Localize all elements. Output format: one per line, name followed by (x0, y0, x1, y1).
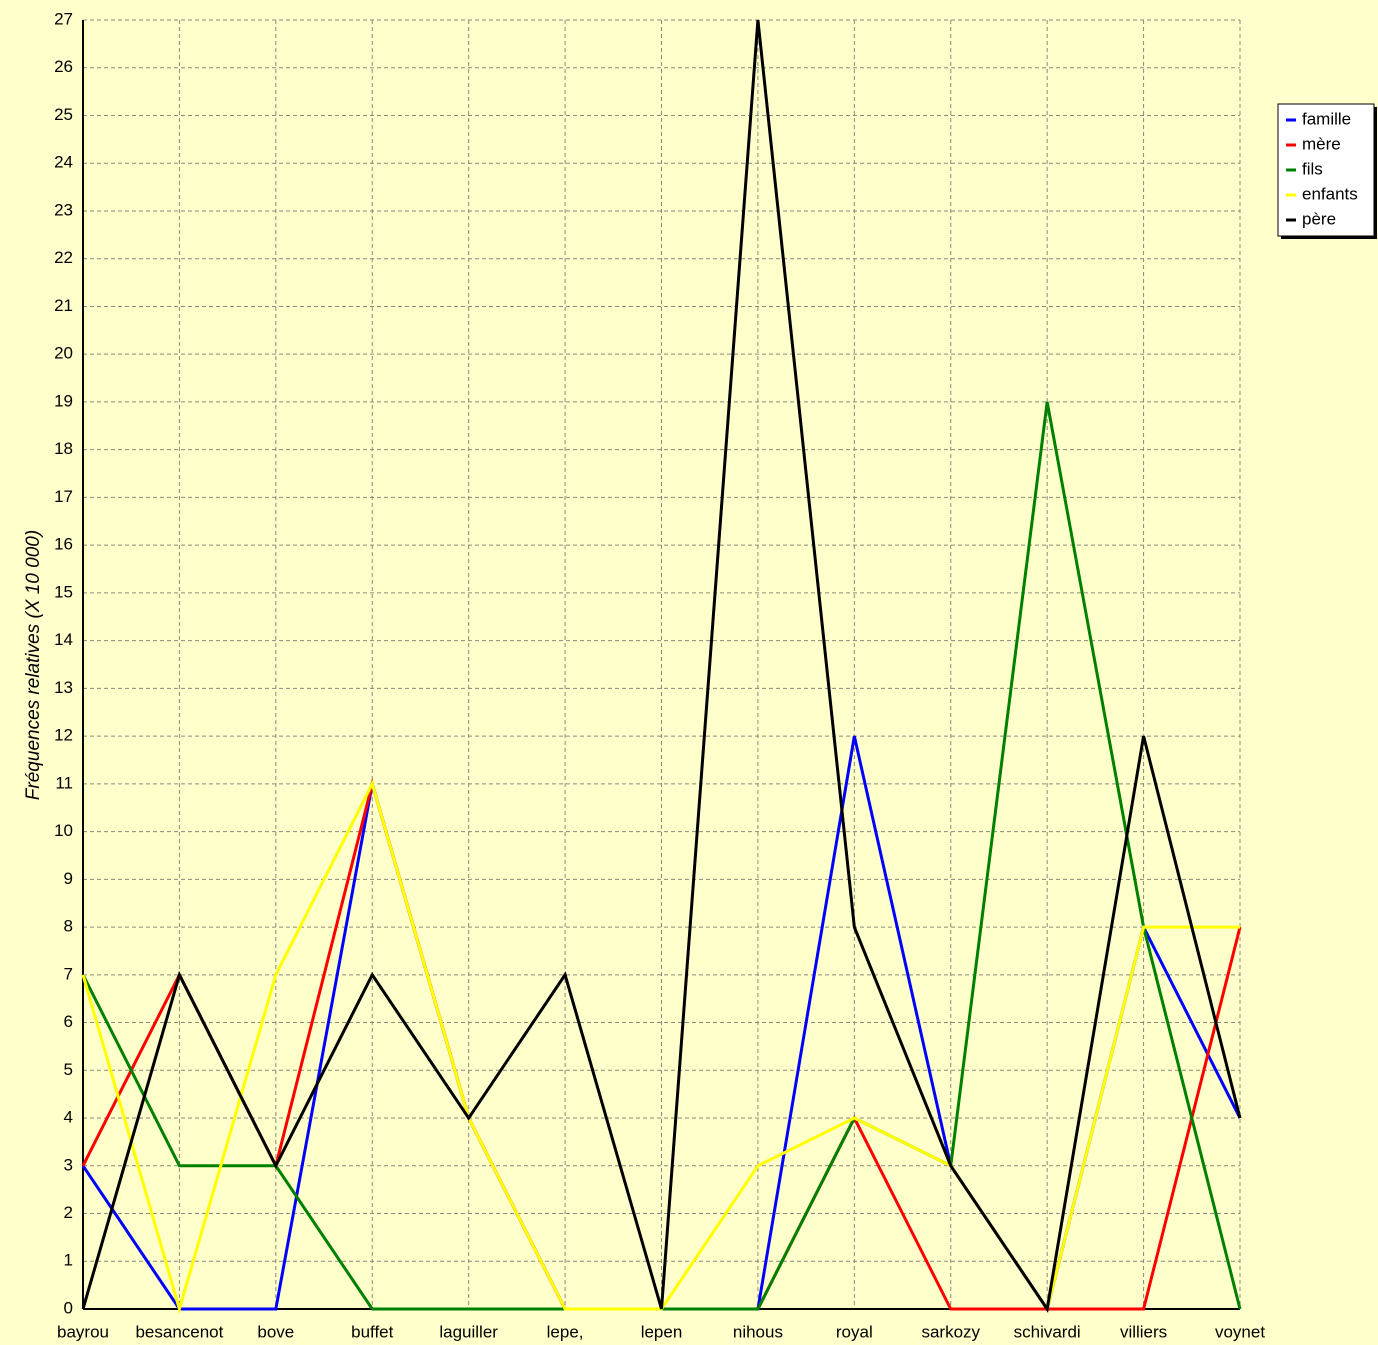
x-tick-label: lepen (641, 1322, 683, 1341)
y-tick-label: 6 (64, 1012, 73, 1031)
y-tick-label: 19 (54, 391, 73, 410)
legend-box (1277, 103, 1375, 237)
y-tick-label: 27 (54, 9, 73, 28)
series-line (81, 19, 1242, 1313)
y-tick-label: 13 (54, 678, 73, 697)
y-tick-label: 15 (54, 582, 73, 601)
y-tick-label: 17 (54, 487, 73, 506)
legend-label: enfants (1302, 184, 1358, 203)
x-tick-label: buffet (351, 1322, 394, 1341)
y-tick-label: 11 (55, 773, 73, 792)
y-tick-label: 10 (54, 821, 73, 840)
x-tick-label: bove (257, 1322, 294, 1341)
y-tick-label: 2 (64, 1203, 73, 1222)
x-tick-label: royal (836, 1322, 873, 1341)
x-tick-label: laguiller (439, 1322, 498, 1341)
x-tick-label: voynet (1215, 1322, 1265, 1341)
y-tick-label: 18 (54, 439, 73, 458)
x-tick-label: nihous (733, 1322, 783, 1341)
x-tick-label: sarkozy (921, 1322, 980, 1341)
x-tick-label: villiers (1120, 1322, 1167, 1341)
x-tick-label: bayrou (57, 1322, 109, 1341)
y-tick-label: 4 (64, 1108, 73, 1127)
y-tick-label: 7 (64, 964, 73, 983)
legend-label: fils (1302, 159, 1323, 178)
y-tick-label: 9 (64, 869, 73, 888)
y-tick-label: 14 (54, 630, 73, 649)
y-tick-label: 5 (64, 1060, 73, 1079)
x-tick-label: lepe, (547, 1322, 584, 1341)
y-tick-label: 0 (64, 1298, 73, 1317)
y-tick-label: 12 (54, 726, 73, 745)
y-tick-label: 23 (54, 200, 73, 219)
legend-label: mère (1302, 134, 1341, 153)
legend-label: famille (1302, 109, 1351, 128)
y-tick-label: 25 (54, 105, 73, 124)
y-tick-label: 1 (64, 1251, 73, 1270)
y-tick-label: 8 (64, 917, 73, 936)
legend-label: père (1302, 209, 1336, 228)
y-tick-label: 24 (54, 153, 73, 172)
legend: famille mère fils enfants père (1277, 103, 1377, 239)
x-tick-label: besancenot (135, 1322, 223, 1341)
y-tick-label: 20 (54, 344, 73, 363)
y-axis-title: Fréquences relatives (X 10 000) (23, 530, 44, 800)
y-tick-label: 22 (54, 248, 73, 267)
y-tick-label: 21 (54, 296, 73, 315)
x-tick-label: schivardi (1014, 1322, 1081, 1341)
y-tick-label: 3 (64, 1155, 73, 1174)
y-tick-label: 26 (54, 57, 73, 76)
y-tick-label: 16 (54, 535, 73, 554)
